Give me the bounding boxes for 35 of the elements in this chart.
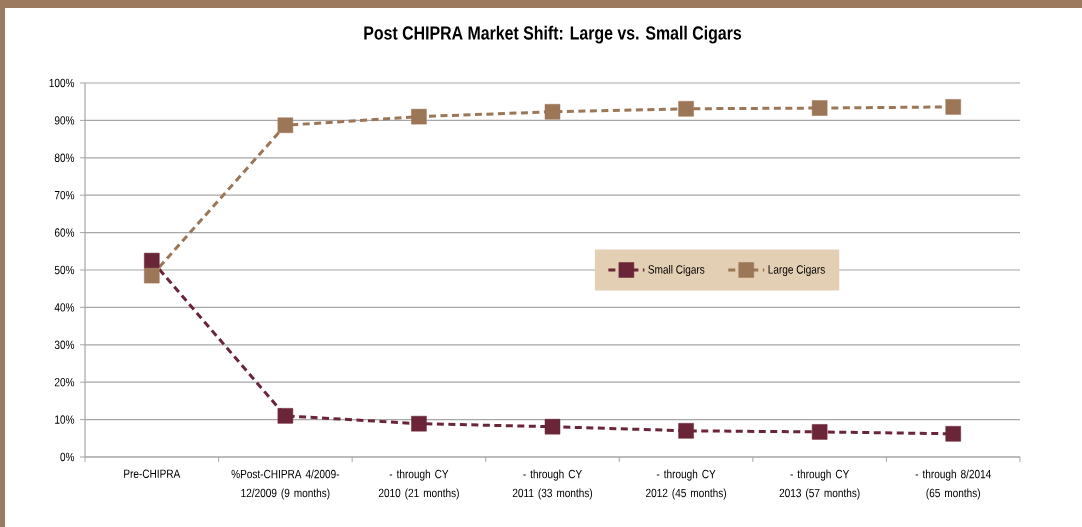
y-tick-label: 20% xyxy=(54,377,75,387)
point xyxy=(277,408,294,424)
y-tick-label: 80% xyxy=(54,153,75,163)
x-tick-label: - through CY 2012 (45 months) xyxy=(646,469,726,500)
y-tick-label: 10% xyxy=(55,415,75,424)
y-tick-label: 0% xyxy=(60,452,75,462)
y-tick-label: 100% xyxy=(49,78,75,88)
x-tick-label: - through 8/2014 (65 months) xyxy=(915,469,991,500)
point xyxy=(678,101,694,117)
point xyxy=(811,424,828,440)
x-tick-label: - through CY 2010 (21 months) xyxy=(378,469,459,500)
point xyxy=(678,423,694,439)
point xyxy=(411,415,427,432)
y-tick-label: 40% xyxy=(54,303,75,312)
y-tick-label: 70% xyxy=(54,190,75,200)
y-tick-label: 30% xyxy=(54,340,75,350)
point xyxy=(144,267,160,284)
point xyxy=(277,117,294,133)
point xyxy=(144,252,160,269)
x-tick-label: %Post-CHIPRA 4/2009-12/2009 (9 months) xyxy=(231,469,340,500)
x-tick-label: Pre-CHIPRA xyxy=(124,469,181,478)
point xyxy=(544,418,561,435)
point xyxy=(411,108,427,125)
y-tick-label: 50% xyxy=(54,265,75,275)
legend-label: Small Cigars xyxy=(648,264,705,277)
legend-label: Large Cigars xyxy=(768,264,825,277)
y-tick-label: 90% xyxy=(54,116,75,125)
y-tick-label: 60% xyxy=(54,228,75,237)
x-tick-label: - through CY 2011 (33 months) xyxy=(512,469,593,500)
point xyxy=(945,426,961,442)
point xyxy=(811,100,828,116)
point xyxy=(945,99,961,115)
chart-title: Post CHIPRA Market Shift: Large vs. Small Cigars xyxy=(364,25,742,44)
point xyxy=(544,104,561,120)
x-tick-label: - through CY 2013 (57 months) xyxy=(779,469,860,500)
